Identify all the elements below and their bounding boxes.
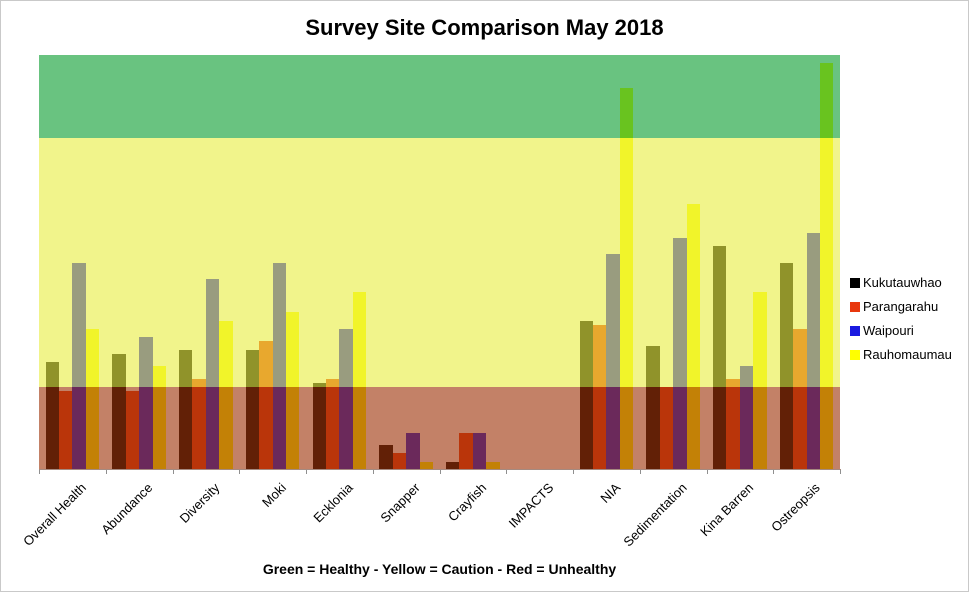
x-label-moki: Moki xyxy=(259,480,290,511)
bar-parangarahu-sedimentation xyxy=(659,387,674,470)
bar-kukutauwhao-overall-health xyxy=(45,362,59,470)
x-axis-tick xyxy=(439,470,441,474)
legend-label: Rauhomaumau xyxy=(863,347,952,362)
bar-kukutauwhao-nia xyxy=(579,320,593,470)
bar-rauhomaumau-ostreopsis xyxy=(820,63,834,470)
bar-kukutauwhao-abundance xyxy=(112,353,126,470)
x-label-diversity: Diversity xyxy=(176,480,223,526)
bar-waipouri-crayfish xyxy=(472,432,487,470)
x-label-ecklonia: Ecklonia xyxy=(310,480,356,526)
plot-area xyxy=(39,55,840,470)
x-label-crayfish: Crayfish xyxy=(445,480,490,525)
bar-parangarahu-kina-barren xyxy=(726,378,740,470)
legend-label: Waipouri xyxy=(863,323,914,338)
x-label-nia: NIA xyxy=(597,480,623,506)
x-label-ostreopsis: Ostreopsis xyxy=(768,480,824,535)
bar-kukutauwhao-ecklonia xyxy=(312,382,326,470)
bar-parangarahu-overall-health xyxy=(58,391,73,470)
bar-rauhomaumau-sedimentation xyxy=(686,204,700,470)
x-axis-tick xyxy=(639,470,641,474)
legend-swatch-icon xyxy=(850,301,860,312)
bar-kukutauwhao-diversity xyxy=(179,349,193,470)
chart-title: Survey Site Comparison May 2018 xyxy=(305,15,664,40)
x-axis-tick xyxy=(306,470,307,474)
bar-waipouri-abundance xyxy=(139,337,153,470)
bar-rauhomaumau-ecklonia xyxy=(352,291,367,470)
x-label-impacts: IMPACTS xyxy=(505,480,557,531)
x-axis-tick xyxy=(239,470,241,474)
bar-rauhomaumau-overall-health xyxy=(85,328,100,470)
x-label-overall-health: Overall Health xyxy=(20,480,89,549)
legend-item-waipouri: Waipouri xyxy=(850,323,952,338)
bar-rauhomaumau-nia xyxy=(619,88,634,470)
x-axis-tick xyxy=(39,470,40,474)
x-label-abundance: Abundance xyxy=(98,480,156,538)
bar-kukutauwhao-ostreopsis xyxy=(779,262,794,470)
x-label-kina-barren: Kina Barren xyxy=(697,480,757,540)
bar-parangarahu-crayfish xyxy=(459,432,473,470)
bar-rauhomaumau-moki xyxy=(286,312,300,470)
bar-rauhomaumau-abundance xyxy=(152,366,166,470)
bar-parangarahu-ecklonia xyxy=(325,378,340,470)
legend-item-rauhomaumau: Rauhomaumau xyxy=(850,347,952,362)
legend-item-kukutauwhao: Kukutauwhao xyxy=(850,275,952,290)
bar-parangarahu-abundance xyxy=(125,391,140,470)
x-axis-tick xyxy=(105,470,107,474)
legend-swatch-icon xyxy=(850,349,860,360)
legend-swatch-icon xyxy=(850,325,860,336)
bar-waipouri-ostreopsis xyxy=(806,233,821,470)
chart-caption: Green = Healthy - Yellow = Caution - Red… xyxy=(262,561,617,577)
bar-kukutauwhao-kina-barren xyxy=(713,245,727,470)
bar-rauhomaumau-kina-barren xyxy=(753,291,767,470)
bar-waipouri-diversity xyxy=(205,279,220,470)
legend: Kukutauwhao Parangarahu Waipouri Rauhomauma… xyxy=(850,275,952,371)
bar-waipouri-overall-health xyxy=(72,262,86,470)
bar-kukutauwhao-snapper xyxy=(379,445,393,470)
bar-kukutauwhao-sedimentation xyxy=(646,345,660,470)
x-axis-tick xyxy=(840,470,841,474)
bar-waipouri-nia xyxy=(606,254,620,470)
x-label-snapper: Snapper xyxy=(377,480,423,526)
bars-layer xyxy=(39,55,840,470)
x-axis-tick xyxy=(773,470,775,474)
legend-item-parangarahu: Parangarahu xyxy=(850,299,952,314)
bar-rauhomaumau-diversity xyxy=(219,320,233,470)
x-axis-tick xyxy=(372,470,374,474)
x-label-sedimentation: Sedimentation xyxy=(620,480,690,550)
x-axis-tick xyxy=(172,470,174,474)
bar-parangarahu-moki xyxy=(259,341,273,470)
bar-kukutauwhao-moki xyxy=(245,349,260,470)
bar-waipouri-sedimentation xyxy=(673,237,687,470)
legend-label: Parangarahu xyxy=(863,299,939,314)
bar-parangarahu-ostreopsis xyxy=(793,328,807,470)
legend-swatch-icon xyxy=(850,277,860,288)
legend-label: Kukutauwhao xyxy=(863,275,942,290)
x-axis-tick xyxy=(506,470,508,474)
x-axis-tick xyxy=(573,470,574,474)
bar-waipouri-moki xyxy=(272,262,287,470)
bar-parangarahu-nia xyxy=(592,324,607,470)
bar-waipouri-snapper xyxy=(406,432,420,470)
bar-parangarahu-diversity xyxy=(192,378,206,470)
bar-waipouri-kina-barren xyxy=(739,366,754,470)
bar-waipouri-ecklonia xyxy=(339,328,353,470)
x-axis-tick xyxy=(706,470,708,474)
bar-parangarahu-snapper xyxy=(392,453,407,470)
